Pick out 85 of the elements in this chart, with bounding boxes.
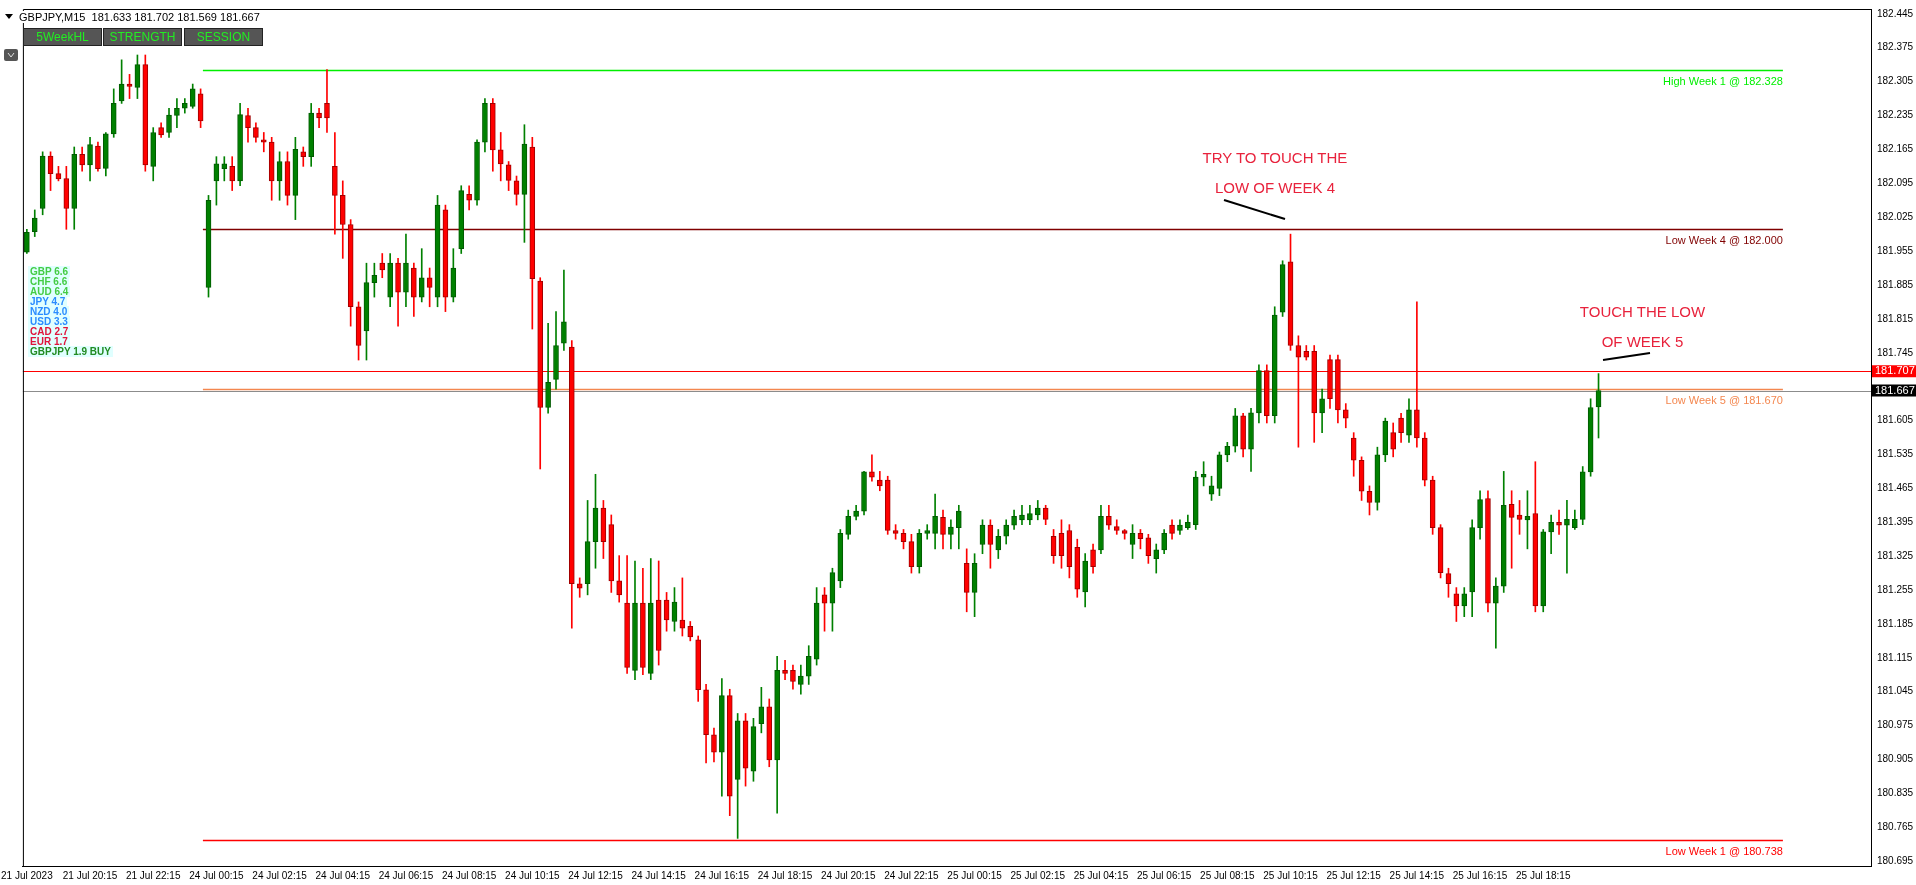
annotation: USD 3.3 xyxy=(28,316,70,327)
annotation: STRENGTH xyxy=(103,28,182,46)
y-tick-label: 182.235 xyxy=(1877,109,1914,121)
x-tick-label: 25 Jul 06:15 xyxy=(1136,869,1192,881)
x-tick-label: 21 Jul 2023 xyxy=(1,869,54,881)
annotation: CAD 2.7 xyxy=(28,326,71,337)
y-tick-label: 182.445 xyxy=(1877,7,1914,19)
x-tick-label: 24 Jul 22:15 xyxy=(884,869,940,881)
ref-line-label: Low Week 5 @ 181.670 xyxy=(1665,393,1783,406)
y-tick-label: 181.745 xyxy=(1877,346,1914,358)
x-tick-label: 24 Jul 04:15 xyxy=(315,869,371,881)
y-tick-label: 181.815 xyxy=(1877,312,1914,324)
candlestick xyxy=(300,146,307,167)
candlestick xyxy=(948,519,954,550)
annotation: SESSION xyxy=(184,28,263,46)
candlestick xyxy=(316,107,322,128)
candlestick xyxy=(260,132,267,153)
x-tick-label: 24 Jul 12:15 xyxy=(568,869,624,881)
y-tick-label: 181.955 xyxy=(1877,244,1914,256)
annotation: GBP 6.6 xyxy=(28,266,71,277)
y-tick-label: 182.165 xyxy=(1877,143,1914,155)
x-tick-label: 24 Jul 08:15 xyxy=(441,869,497,881)
annotation: TOUCH THE LOW OF WEEK 5 xyxy=(1578,302,1707,352)
x-tick-label: 25 Jul 18:15 xyxy=(1515,869,1571,881)
x-tick-label: 25 Jul 02:15 xyxy=(1010,869,1066,881)
ref-line-label: 181.667 xyxy=(1875,383,1915,396)
y-tick-label: 180.695 xyxy=(1877,854,1914,866)
annotation: AUD 6.4 xyxy=(28,286,71,297)
y-tick-label: 180.975 xyxy=(1877,719,1914,731)
x-tick-label: 25 Jul 16:15 xyxy=(1452,869,1508,881)
candlestick xyxy=(324,69,330,133)
x-tick-label: 25 Jul 10:15 xyxy=(1263,869,1319,881)
x-tick-label: 24 Jul 20:15 xyxy=(820,869,876,881)
candlestick xyxy=(221,156,228,182)
y-tick-label: 182.025 xyxy=(1877,210,1914,222)
annotation: 5WeekHL xyxy=(23,28,102,46)
x-tick-label: 24 Jul 02:15 xyxy=(252,869,308,881)
candlestick xyxy=(782,659,788,680)
candlestick xyxy=(869,454,875,482)
annotation: GBPJPY 1.9 BUY xyxy=(28,346,113,357)
x-tick-label: 21 Jul 22:15 xyxy=(125,869,181,881)
y-tick-label: 181.605 xyxy=(1877,414,1914,426)
ref-line-label: Low Week 4 @ 182.000 xyxy=(1665,233,1783,246)
y-tick-label: 181.535 xyxy=(1877,448,1914,460)
annotation: NZD 4.0 xyxy=(28,306,70,317)
y-tick-label: 181.255 xyxy=(1877,583,1914,595)
x-tick-label: 24 Jul 14:15 xyxy=(631,869,687,881)
x-tick-label: 25 Jul 00:15 xyxy=(947,869,1003,881)
y-tick-label: 182.095 xyxy=(1877,177,1914,189)
annotation: JPY 4.7 xyxy=(28,296,68,307)
chart-title: GBPJPY,M15 181.633 181.702 181.569 181.667 xyxy=(17,11,262,23)
x-tick-label: 24 Jul 10:15 xyxy=(505,869,560,881)
x-tick-label: 25 Jul 14:15 xyxy=(1389,869,1445,881)
candlestick xyxy=(1493,577,1499,649)
x-tick-label: 24 Jul 16:15 xyxy=(694,869,750,881)
ref-line-label: Low Week 1 @ 180.738 xyxy=(1665,844,1783,857)
x-tick-label: 25 Jul 12:15 xyxy=(1326,869,1382,881)
y-tick-label: 182.305 xyxy=(1877,75,1914,87)
annotation: EUR 1.7 xyxy=(28,336,70,347)
x-tick-label: 24 Jul 06:15 xyxy=(378,869,434,881)
x-tick-label: 25 Jul 08:15 xyxy=(1200,869,1255,881)
y-tick-label: 181.395 xyxy=(1877,515,1914,527)
ref-line-label: 181.707 xyxy=(1875,364,1915,377)
annotation: TRY TO TOUCH THE LOW OF WEEK 4 xyxy=(1201,148,1349,198)
y-tick-label: 181.885 xyxy=(1877,278,1914,290)
candlestick xyxy=(1019,504,1025,525)
y-tick-label: 181.185 xyxy=(1877,617,1914,629)
y-tick-label: 181.325 xyxy=(1877,549,1914,561)
ref-line-label: High Week 1 @ 182.328 xyxy=(1663,75,1783,88)
y-tick-label: 180.905 xyxy=(1877,753,1914,765)
x-tick-label: 24 Jul 00:15 xyxy=(189,869,245,881)
candlestick xyxy=(576,577,583,598)
x-tick-label: 24 Jul 18:15 xyxy=(757,869,813,881)
y-tick-label: 180.765 xyxy=(1877,821,1914,833)
candlestick xyxy=(1564,500,1570,574)
y-tick-label: 181.115 xyxy=(1877,651,1913,663)
y-tick-label: 181.045 xyxy=(1877,685,1914,697)
y-tick-label: 181.465 xyxy=(1877,482,1914,494)
x-tick-label: 25 Jul 04:15 xyxy=(1073,869,1129,881)
x-tick-label: 21 Jul 20:15 xyxy=(62,869,118,881)
annotation: CHF 6.6 xyxy=(28,276,70,287)
y-tick-label: 180.835 xyxy=(1877,787,1914,799)
y-tick-label: 182.375 xyxy=(1877,41,1914,53)
candlestick xyxy=(924,524,931,540)
candlestick xyxy=(174,98,180,128)
